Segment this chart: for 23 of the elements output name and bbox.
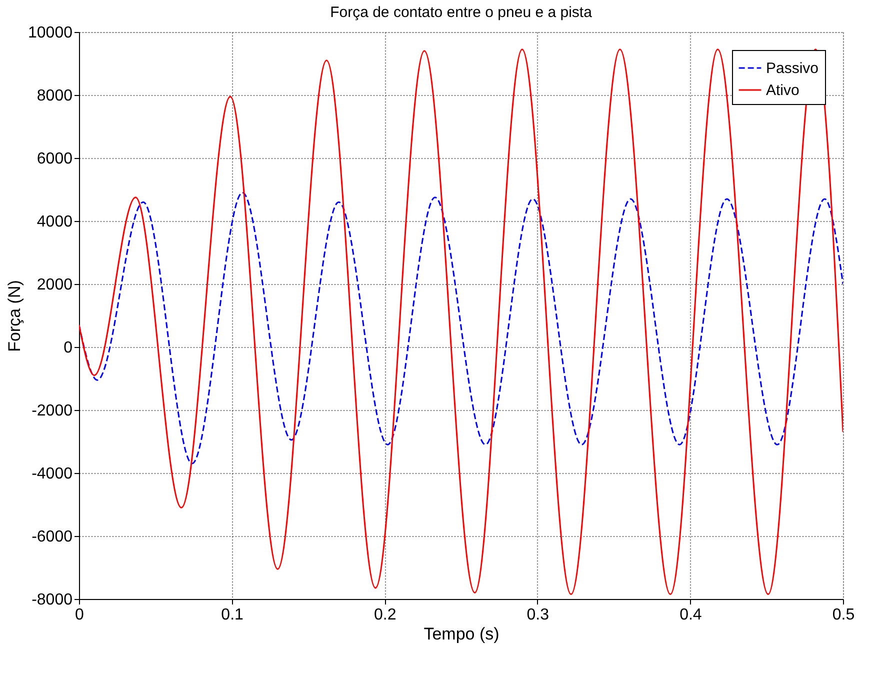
y-tick-label: 6000 xyxy=(36,150,73,168)
y-tick-label: -8000 xyxy=(32,592,73,608)
y-tick-label: -4000 xyxy=(32,466,73,482)
y-tick-label: 8000 xyxy=(36,88,73,104)
legend-label: Ativo xyxy=(766,82,800,99)
x-tick-label: 0.3 xyxy=(526,606,550,624)
x-tick-label: 0.1 xyxy=(221,606,244,624)
x-axis-title: Tempo (s) xyxy=(424,624,500,644)
chart-title: Força de contato entre o pneu e a pista xyxy=(330,4,593,21)
line-series xyxy=(79,48,843,596)
y-tick-label: -2000 xyxy=(32,402,73,420)
line-series xyxy=(79,192,843,464)
y-tick-label: 0 xyxy=(64,340,73,356)
x-tick-label: 0 xyxy=(75,606,84,624)
y-tick-label: -6000 xyxy=(32,528,73,546)
x-tick-label: 0.2 xyxy=(374,606,396,624)
legend-label: Passivo xyxy=(766,60,819,77)
y-tick-label: 2000 xyxy=(36,276,73,294)
x-tick-label: 0.5 xyxy=(832,606,855,624)
y-tick-label: 4000 xyxy=(36,214,73,230)
x-tick-label: 0.4 xyxy=(680,606,702,624)
y-tick-label: 10000 xyxy=(28,24,73,42)
y-axis-title: Força (N) xyxy=(5,280,24,352)
